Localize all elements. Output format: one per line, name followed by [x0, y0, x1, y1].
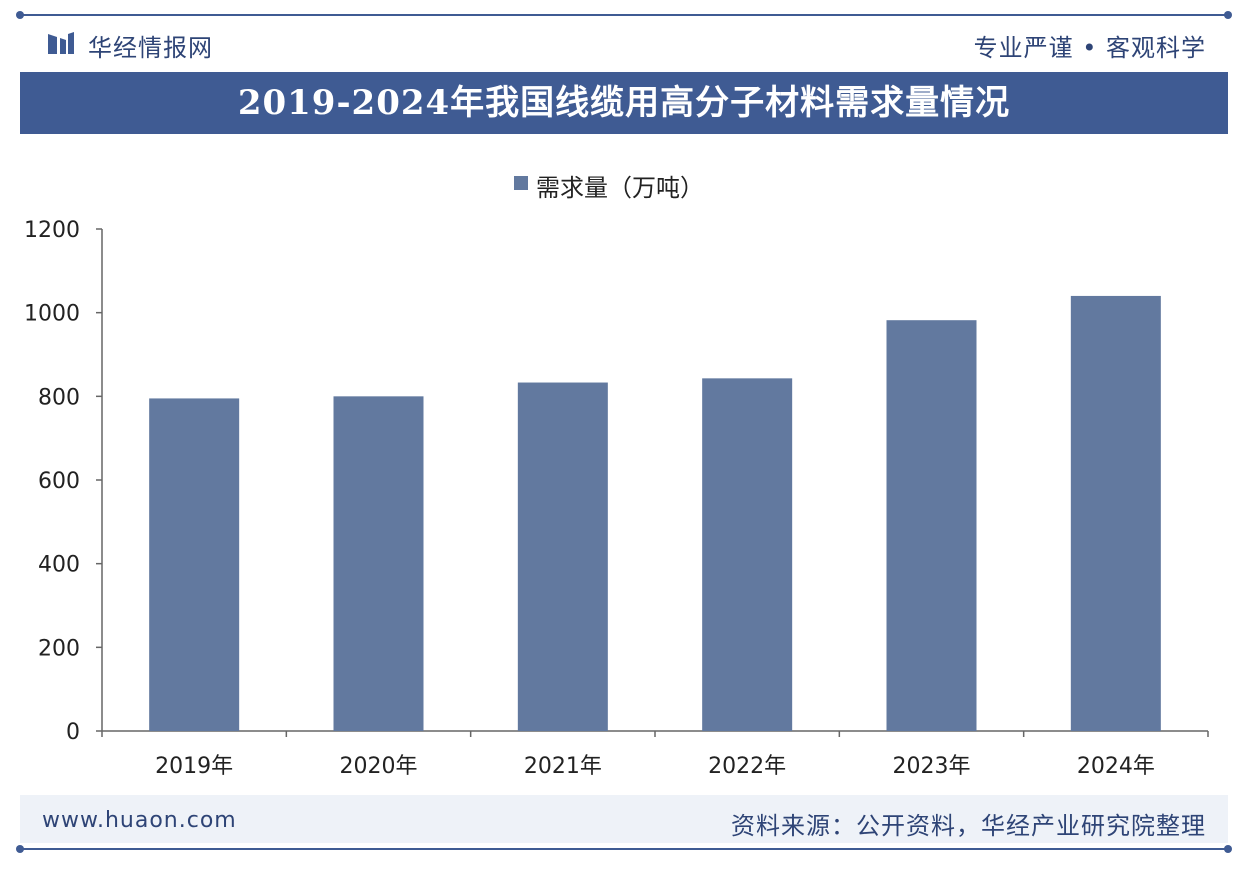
bar-6 — [1070, 295, 1161, 731]
bottom-left-frame-dot — [16, 845, 24, 853]
footer-url: www.huaon.com — [42, 808, 237, 833]
chart-title: 2019-2024年我国线缆用高分子材料需求量情况 — [20, 72, 1228, 134]
y-tick-label: 0 — [66, 720, 80, 745]
x-tick-label: 2020年 — [340, 754, 418, 779]
top-left-frame-dot — [16, 11, 24, 19]
bar-4 — [702, 378, 793, 731]
top-frame-line — [20, 14, 1228, 16]
x-tick-label: 2019年 — [155, 754, 233, 779]
bottom-frame-line — [20, 848, 1228, 850]
y-tick-label: 200 — [38, 636, 80, 661]
top-right-frame-dot — [1224, 11, 1232, 19]
footer-source: 资料来源：公开资料，华经产业研究院整理 — [731, 812, 1206, 840]
bar-1 — [149, 398, 240, 731]
bottom-right-frame-dot — [1224, 845, 1232, 853]
bar-2 — [333, 396, 424, 731]
header: 华经情报网 专业严谨 • 客观科学 — [20, 22, 1228, 66]
y-tick-label: 600 — [38, 469, 80, 494]
y-tick-label: 1200 — [24, 218, 80, 243]
legend-swatch — [514, 176, 528, 190]
x-tick-label: 2024年 — [1077, 754, 1155, 779]
x-tick-label: 2022年 — [708, 754, 786, 779]
bar-5 — [886, 320, 977, 731]
x-tick-label: 2023年 — [893, 754, 971, 779]
brand-name: 华经情报网 — [88, 34, 213, 62]
x-tick-label: 2021年 — [524, 754, 602, 779]
slogan: 专业严谨 • 客观科学 — [973, 34, 1206, 62]
legend-label: 需求量（万吨） — [536, 174, 704, 202]
y-tick-label: 400 — [38, 553, 80, 578]
y-tick-label: 800 — [38, 385, 80, 410]
footer-band — [20, 795, 1228, 843]
bar-3 — [517, 382, 608, 731]
y-tick-label: 1000 — [24, 302, 80, 327]
huaon-logo-icon — [48, 32, 74, 54]
